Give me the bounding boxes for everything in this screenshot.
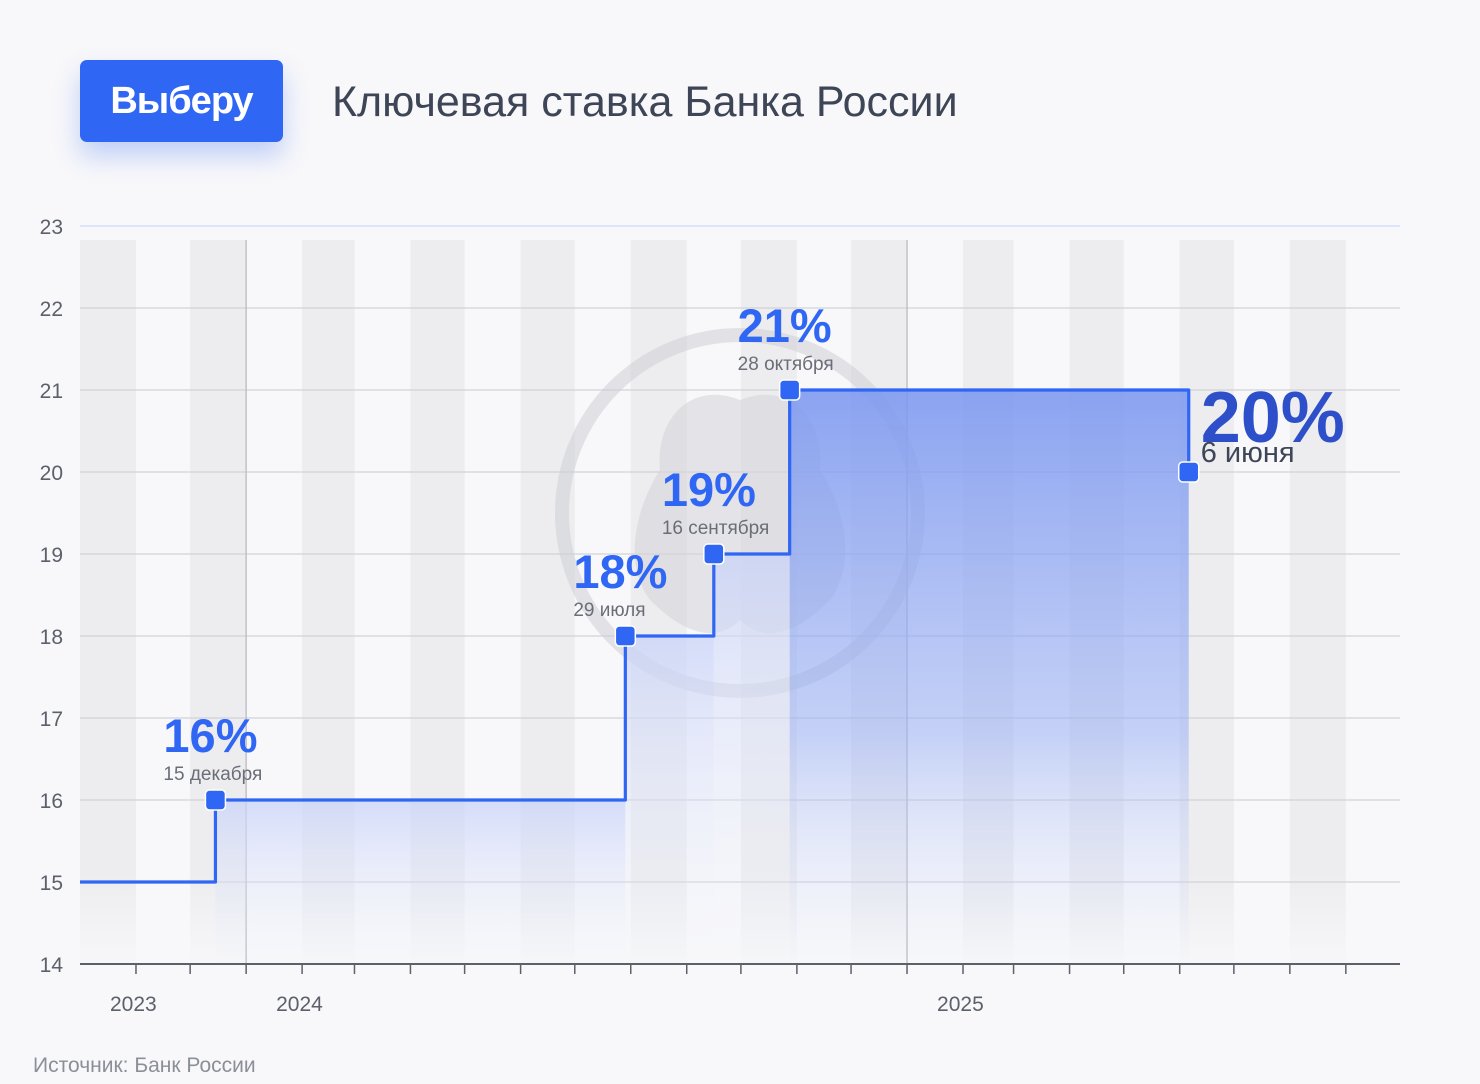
- y-tick-label: 16: [40, 790, 63, 813]
- rate-step-line: [80, 388, 1191, 884]
- brand-logo-text: Выберу: [110, 79, 253, 122]
- area-fill: [789, 390, 1189, 964]
- month-band: [1289, 240, 1346, 964]
- month-band: [80, 240, 136, 964]
- x-year-label: 2025: [937, 993, 984, 1016]
- rate-line: [80, 388, 1191, 884]
- rate-marker: [1177, 461, 1200, 483]
- y-tick-label: 18: [40, 626, 63, 649]
- page-title: Ключевая ставка Банка России: [332, 78, 958, 126]
- rate-label: 21%: [738, 299, 832, 352]
- rate-date-label: 16 сентября: [662, 518, 770, 539]
- rate-markers: 16%15 декабря 18%29 июля 19%16 сентября 21%…: [163, 299, 1345, 811]
- rate-marker: [614, 625, 637, 647]
- y-tick-label: 14: [40, 954, 64, 977]
- area-fill: [625, 636, 714, 964]
- y-tick-label: 20: [40, 462, 63, 485]
- source-note: Источник: Банк России: [33, 1054, 256, 1077]
- y-tick-label: 23: [40, 216, 63, 239]
- area-fills: [215, 390, 1189, 964]
- x-year-label: 2023: [110, 993, 157, 1016]
- area-fill: [713, 554, 790, 964]
- rate-marker: [703, 543, 725, 565]
- rate-label: 20%: [1201, 378, 1345, 458]
- rate-date-label: 29 июля: [573, 600, 645, 621]
- y-tick-label: 22: [40, 298, 63, 321]
- rate-label: 18%: [573, 545, 667, 598]
- y-tick-label: 17: [40, 708, 63, 731]
- rate-label: 19%: [662, 463, 756, 516]
- area-fill: [215, 800, 626, 964]
- y-tick-label: 21: [40, 380, 63, 403]
- y-tick-label: 19: [40, 544, 63, 567]
- y-tick-label: 15: [40, 872, 63, 895]
- x-year-label: 2024: [276, 993, 323, 1016]
- axes: 14 15 16 17 18 19 20 21 22 23 2023 2024 2025: [40, 216, 1400, 1016]
- rate-date-label: 28 октября: [738, 354, 834, 375]
- brand-logo: Выберу: [80, 60, 283, 142]
- rate-marker: [204, 789, 227, 811]
- rate-date-label: 6 июня: [1201, 437, 1295, 469]
- rate-marker: [778, 379, 801, 401]
- rate-label: 16%: [163, 709, 257, 762]
- rate-date-label: 15 декабря: [163, 764, 262, 785]
